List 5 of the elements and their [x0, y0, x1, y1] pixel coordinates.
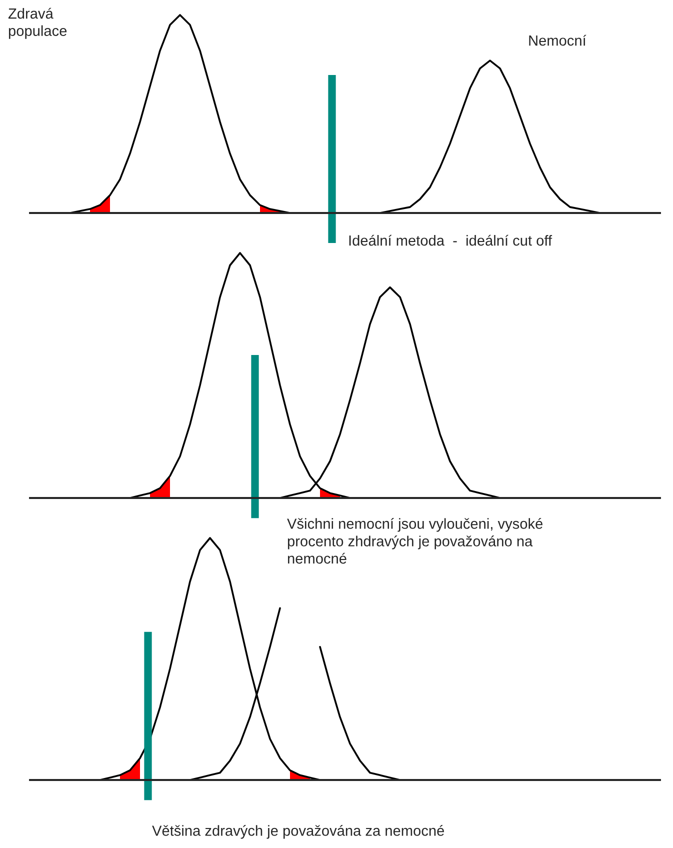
text: Většina zdravých je považována za nemocné: [152, 825, 444, 839]
text: Ideální metoda - ideální cut off: [349, 234, 552, 246]
annotation: Všichni nemocní jsou vyloučeni, vysoké procento zhdravých je považováno na nemocné: [287, 518, 542, 564]
annotation: Zdravá populace: [8, 8, 67, 39]
annotation: Nemocní: [529, 34, 586, 46]
